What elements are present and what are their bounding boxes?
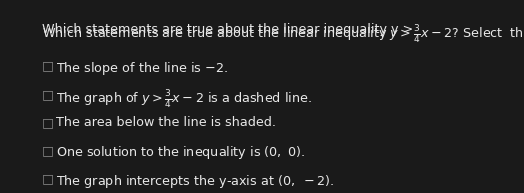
Text: The graph of $y > \frac{3}{4}x - 2$ is a dashed line.: The graph of $y > \frac{3}{4}x - 2$ is a… xyxy=(56,88,312,110)
Text: □: □ xyxy=(42,116,54,129)
Text: □: □ xyxy=(42,144,54,157)
Text: One solution to the inequality is $(0,\ 0)$.: One solution to the inequality is $(0,\ … xyxy=(56,144,305,161)
Text: The area below the line is shaded.: The area below the line is shaded. xyxy=(56,116,276,129)
Text: □: □ xyxy=(42,88,54,101)
Text: The slope of the line is $-2$.: The slope of the line is $-2$. xyxy=(56,60,228,77)
Text: The graph intercepts the y-axis at $(0,\ -2)$.: The graph intercepts the y-axis at $(0,\… xyxy=(56,173,334,190)
Text: Which statements are true about the linear inequality $y > \frac{3}{4}x - 2$? Se: Which statements are true about the line… xyxy=(42,23,524,45)
Text: □: □ xyxy=(42,60,54,73)
Text: □: □ xyxy=(42,173,54,186)
Text: Which statements are true about the linear inequality y >: Which statements are true about the line… xyxy=(42,23,417,36)
